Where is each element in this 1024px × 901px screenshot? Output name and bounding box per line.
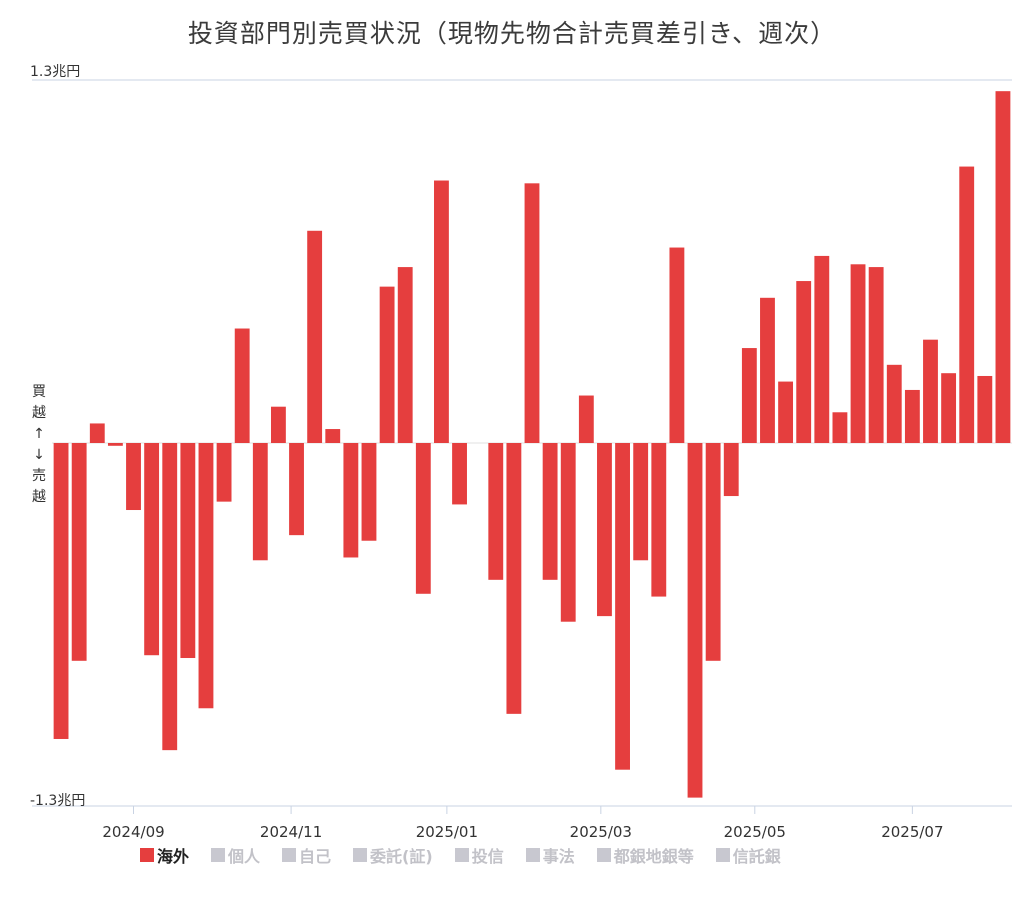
bar[interactable] [71, 443, 87, 661]
bar[interactable] [886, 364, 902, 443]
legend-label: 海外 [157, 847, 190, 866]
bar[interactable] [814, 255, 830, 443]
legend-label: 委託(証) [370, 847, 433, 866]
bar[interactable] [361, 443, 377, 541]
bar[interactable] [578, 395, 594, 443]
bar[interactable] [850, 264, 866, 443]
bar[interactable] [597, 443, 612, 617]
bar[interactable] [506, 443, 522, 714]
y-min-label: -1.3兆円 [30, 793, 85, 809]
y-axis-label: 買 越 ↑ ↓ 売 越 [28, 382, 50, 508]
chart-title: 投資部門別売買状況（現物先物合計売買差引き、週次） [187, 19, 837, 48]
bar[interactable] [415, 443, 431, 594]
bar[interactable] [53, 443, 69, 739]
legend-swatch [454, 848, 469, 862]
legend-label: 自己 [299, 847, 332, 866]
legend-item[interactable]: 海外 [140, 841, 189, 869]
bar[interactable] [180, 443, 196, 659]
bar[interactable] [923, 339, 938, 443]
legend-swatch [525, 848, 540, 862]
bar[interactable] [270, 406, 286, 443]
bar[interactable] [343, 443, 359, 558]
legend-label: 都銀地銀等 [613, 847, 694, 866]
legend-label: 個人 [228, 847, 261, 866]
x-tick-label: 2024/11 [260, 823, 322, 841]
bar[interactable] [252, 443, 268, 561]
bar[interactable] [778, 381, 794, 443]
legend-item[interactable]: 個人 [211, 841, 260, 869]
x-tick-label: 2025/05 [724, 823, 786, 841]
legend-item[interactable]: 事法 [525, 841, 575, 869]
bar[interactable] [669, 247, 685, 443]
bar[interactable] [542, 443, 558, 580]
bar[interactable] [832, 412, 848, 443]
bar[interactable] [633, 443, 649, 561]
legend-item[interactable]: 自己 [282, 841, 331, 869]
axis-labels: 1.3兆円 -1.3兆円 2024/09 2024/11 2025/01 2025/03 2… [30, 64, 944, 841]
legend-swatch [211, 848, 226, 862]
bar[interactable] [289, 443, 304, 536]
bar[interactable] [198, 443, 214, 709]
legend-item[interactable]: 委託(証) [353, 841, 433, 869]
legend-label: 信託銀 [732, 847, 781, 866]
bar[interactable] [615, 443, 630, 770]
x-tick-label: 2025/01 [416, 823, 478, 841]
bar[interactable] [741, 348, 757, 443]
bar[interactable] [995, 91, 1011, 444]
bar[interactable] [452, 443, 467, 505]
y-label-sell-1: 売 [32, 468, 46, 484]
bar[interactable] [234, 328, 250, 443]
bar[interactable] [524, 183, 540, 443]
bar[interactable] [325, 429, 341, 443]
legend: 海外 個人 自己 委託(証) 投信 事法 都銀地銀等 信託銀 [140, 841, 960, 869]
legend-swatch [715, 848, 730, 862]
y-max-label: 1.3兆円 [30, 64, 80, 80]
bar[interactable] [307, 230, 323, 443]
bar[interactable] [687, 443, 703, 798]
y-label-down-arrow: ↓ [33, 447, 45, 463]
bar[interactable] [126, 443, 141, 511]
bar[interactable] [488, 443, 504, 580]
legend-swatch [140, 848, 154, 862]
bar[interactable] [796, 281, 812, 443]
bar[interactable] [397, 267, 413, 443]
bar[interactable] [216, 443, 232, 502]
legend-label: 事法 [542, 847, 575, 866]
legend-swatch [282, 848, 297, 862]
x-tick-label: 2024/09 [102, 823, 164, 841]
x-tick-label: 2025/03 [570, 823, 632, 841]
bar[interactable] [560, 443, 576, 622]
bar[interactable] [162, 443, 178, 751]
legend-item[interactable]: 投信 [454, 841, 504, 869]
bar[interactable] [723, 443, 739, 497]
legend-swatch [353, 848, 368, 862]
bar[interactable] [434, 180, 449, 443]
bar[interactable] [941, 373, 957, 443]
y-label-sell-2: 越 [32, 489, 46, 505]
y-label-buy-2: 越 [32, 405, 46, 421]
bar[interactable] [379, 286, 395, 443]
bar[interactable] [904, 389, 920, 443]
legend-label: 投信 [471, 847, 504, 866]
x-tick-label: 2025/07 [881, 823, 943, 841]
bar[interactable] [977, 375, 993, 443]
y-label-up-arrow: ↑ [33, 426, 45, 442]
bar[interactable] [89, 423, 105, 443]
bar[interactable] [651, 443, 667, 597]
legend-item[interactable]: 都銀地銀等 [596, 841, 694, 869]
legend-item[interactable]: 信託銀 [715, 841, 781, 869]
bar[interactable] [868, 267, 884, 443]
legend-swatch [596, 848, 611, 862]
bar-series-kaigai[interactable] [53, 91, 1011, 798]
bar[interactable] [107, 443, 123, 446]
bar[interactable] [959, 166, 975, 443]
bar[interactable] [144, 443, 160, 656]
bar[interactable] [760, 297, 775, 443]
bar[interactable] [705, 443, 721, 661]
y-label-buy-1: 買 [32, 384, 46, 400]
axes [32, 79, 1012, 814]
